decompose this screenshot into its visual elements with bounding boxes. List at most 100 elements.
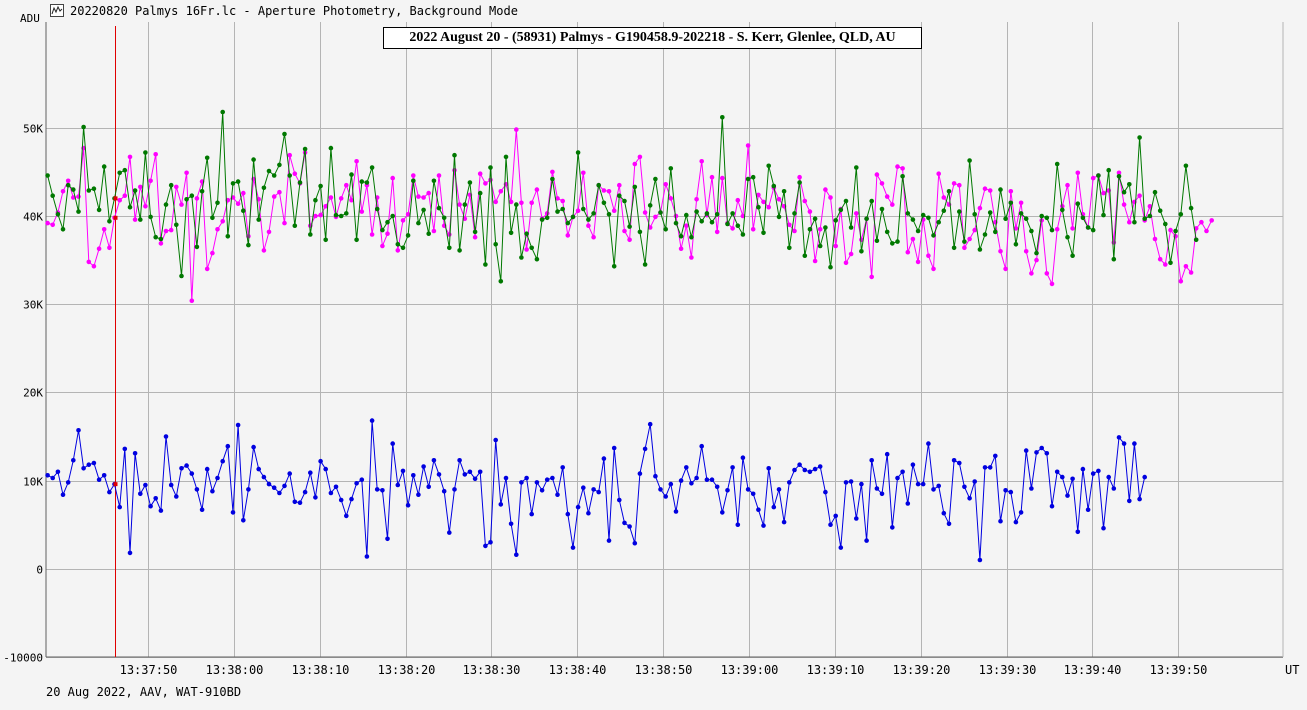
data-point-magenta [411,173,416,178]
data-point-green [163,202,169,207]
data-point-green [915,228,921,234]
data-point-green [884,229,890,235]
data-point-magenta [261,248,267,253]
data-point-blue [235,422,241,428]
data-point-green [488,165,493,170]
data-point-magenta [957,182,962,188]
data-point-green [76,209,81,214]
data-point-blue [477,469,483,475]
x-tick-label: 13:38:20 [378,663,436,677]
data-point-magenta [210,250,215,256]
data-point-green [1060,207,1065,213]
data-point-green [514,202,519,207]
data-point-green [1070,253,1075,258]
data-point-green [1096,173,1101,178]
data-point-green [117,170,122,176]
data-point-magenta [982,186,988,191]
data-point-blue [879,491,885,497]
data-point-blue [1054,469,1060,475]
data-point-green [508,230,514,236]
data-point-green [967,158,972,163]
data-point-blue [725,488,730,493]
data-point-magenta [802,198,808,204]
data-point-blue [241,518,246,523]
data-point-magenta [617,182,622,188]
data-point-green [1132,219,1137,225]
data-point-magenta [1178,279,1184,284]
data-point-green [452,152,457,158]
data-point-magenta [313,213,318,219]
data-point-green [910,217,916,222]
data-point-green [714,212,720,217]
data-point-green [1008,200,1014,206]
data-point-magenta [900,166,905,171]
data-point-blue [261,474,267,480]
data-point-blue [797,462,802,468]
data-point-green [565,220,571,226]
data-point-blue [354,481,359,486]
data-point-green [400,245,406,251]
data-point-blue [756,507,761,512]
x-tick-label: 13:38:50 [635,663,693,677]
x-tick-label: 13:38:00 [206,663,264,677]
data-point-blue [168,482,174,488]
data-point-green [611,264,617,269]
data-point-blue [586,510,591,516]
data-point-green [302,146,308,152]
data-point-blue [71,458,76,463]
y-axis-label: ADU [20,12,40,25]
y-tick-label: 0 [36,564,43,577]
data-point-green [977,247,983,252]
data-point-green [962,239,967,244]
data-point-blue [179,466,184,471]
lightcurve-app-icon[interactable] [50,4,64,17]
data-point-magenta [766,204,771,210]
data-point-green [498,279,504,284]
data-point-blue [50,475,55,481]
data-point-green [282,131,287,137]
data-point-magenta [395,248,401,253]
data-point-blue [503,475,509,481]
data-point-magenta [204,266,210,272]
data-point-green [890,241,895,246]
data-point-green [879,206,885,212]
data-point-magenta [1008,189,1014,194]
data-point-green [951,245,957,251]
data-point-green [1183,163,1189,169]
data-point-blue [668,481,674,487]
data-point-green [493,242,499,247]
data-point-green [575,150,581,155]
series-line-blue [47,420,1146,561]
data-point-magenta [1034,257,1039,263]
data-point-magenta [524,247,529,252]
data-point-blue [411,473,416,478]
data-point-magenta [287,152,293,158]
data-point-blue [761,523,766,528]
data-point-blue [848,479,854,484]
data-point-blue [534,480,540,485]
data-point-blue [127,550,133,556]
data-point-blue [148,503,153,509]
data-point-blue [874,486,880,491]
data-point-magenta [555,196,560,201]
cursor-marker [113,196,118,201]
data-point-blue [843,480,849,485]
data-point-green [416,220,421,226]
data-point-magenta [848,251,854,257]
data-point-magenta [349,197,354,203]
data-point-magenta [138,184,143,190]
data-point-magenta [431,228,437,234]
data-point-green [1173,228,1178,234]
data-point-green [581,206,586,212]
data-point-blue [920,481,926,487]
data-point-blue [431,458,437,463]
data-point-magenta [869,274,874,280]
data-point-magenta [1137,193,1142,198]
data-point-magenta [1029,271,1034,276]
data-point-blue [941,510,947,516]
data-point-green [1065,234,1070,240]
data-point-magenta [673,213,679,219]
series-lines [45,109,1214,563]
data-point-green [854,165,859,170]
data-point-green [792,211,797,216]
